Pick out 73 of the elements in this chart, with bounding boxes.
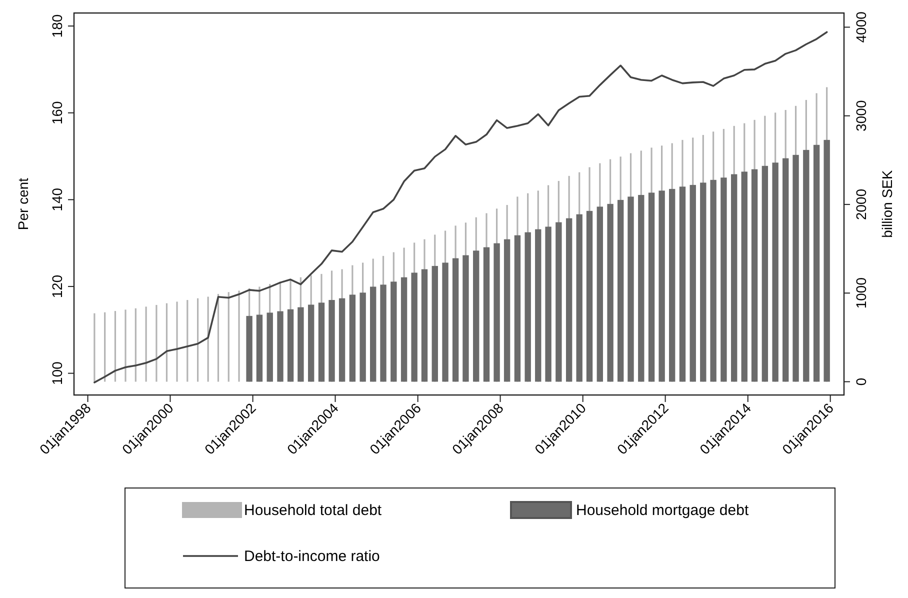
- bar: [421, 269, 428, 382]
- y2-axis-title: billion SEK: [879, 169, 895, 238]
- bar: [514, 235, 521, 382]
- bar: [432, 266, 438, 382]
- bar: [607, 204, 614, 382]
- bar: [328, 300, 335, 382]
- bar: [535, 229, 542, 382]
- bar: [690, 184, 696, 382]
- bar: [628, 196, 634, 382]
- bar: [792, 154, 799, 382]
- bar: [473, 250, 480, 382]
- bar: [462, 255, 469, 382]
- bar: [566, 218, 572, 382]
- bar: [298, 307, 304, 382]
- bar: [741, 172, 748, 382]
- bar: [308, 304, 314, 382]
- bar: [442, 262, 448, 382]
- bar: [813, 144, 820, 382]
- legend-label: Debt-to-income ratio: [244, 548, 380, 565]
- bar: [556, 222, 562, 382]
- legend-label: Household total debt: [244, 502, 382, 519]
- bar: [762, 166, 768, 382]
- bar: [483, 247, 490, 382]
- bar: [318, 302, 325, 382]
- bar: [266, 312, 273, 382]
- bar: [576, 214, 582, 382]
- bar: [824, 140, 830, 382]
- y-axis-title: Per cent: [15, 178, 31, 230]
- bar: [751, 169, 758, 382]
- legend-label: Household mortgage debt: [576, 502, 750, 519]
- bar: [246, 316, 252, 382]
- bar: [596, 206, 604, 382]
- bar: [411, 272, 418, 382]
- bar: [668, 188, 676, 382]
- bar: [731, 174, 738, 382]
- bar: [504, 239, 510, 382]
- bar: [700, 182, 706, 382]
- bar: [452, 258, 459, 382]
- bar: [380, 284, 386, 382]
- bar: [494, 243, 500, 382]
- y-tick-label: 100: [49, 361, 65, 385]
- bar: [720, 178, 727, 382]
- y-tick-label: 140: [49, 188, 65, 212]
- bar: [370, 286, 376, 382]
- bar: [617, 200, 624, 382]
- bar: [658, 190, 665, 382]
- bar: [287, 309, 294, 382]
- bar: [360, 292, 366, 382]
- bar: [586, 210, 593, 382]
- y2-tick-label: 2000: [853, 188, 869, 220]
- bar: [277, 311, 284, 382]
- bar: [524, 232, 531, 382]
- y2-tick-label: 1000: [853, 277, 869, 309]
- bar: [390, 282, 397, 382]
- y2-tick-label: 3000: [853, 100, 869, 132]
- y-tick-label: 120: [49, 274, 65, 298]
- bar: [338, 298, 346, 382]
- bar: [349, 294, 356, 382]
- bar: [772, 162, 778, 382]
- y-tick-label: 160: [49, 100, 65, 125]
- bar: [638, 194, 644, 382]
- bar: [648, 192, 655, 382]
- bar: [803, 150, 810, 382]
- bar: [710, 180, 716, 382]
- y-tick-label: 180: [49, 14, 65, 38]
- y2-tick-label: 0: [853, 378, 869, 386]
- bar: [400, 277, 408, 382]
- bar: [782, 158, 789, 382]
- y2-tick-label: 4000: [853, 11, 869, 43]
- line-series: [94, 31, 828, 384]
- bar: [256, 314, 263, 382]
- bar: [679, 186, 686, 382]
- bar: [545, 226, 552, 382]
